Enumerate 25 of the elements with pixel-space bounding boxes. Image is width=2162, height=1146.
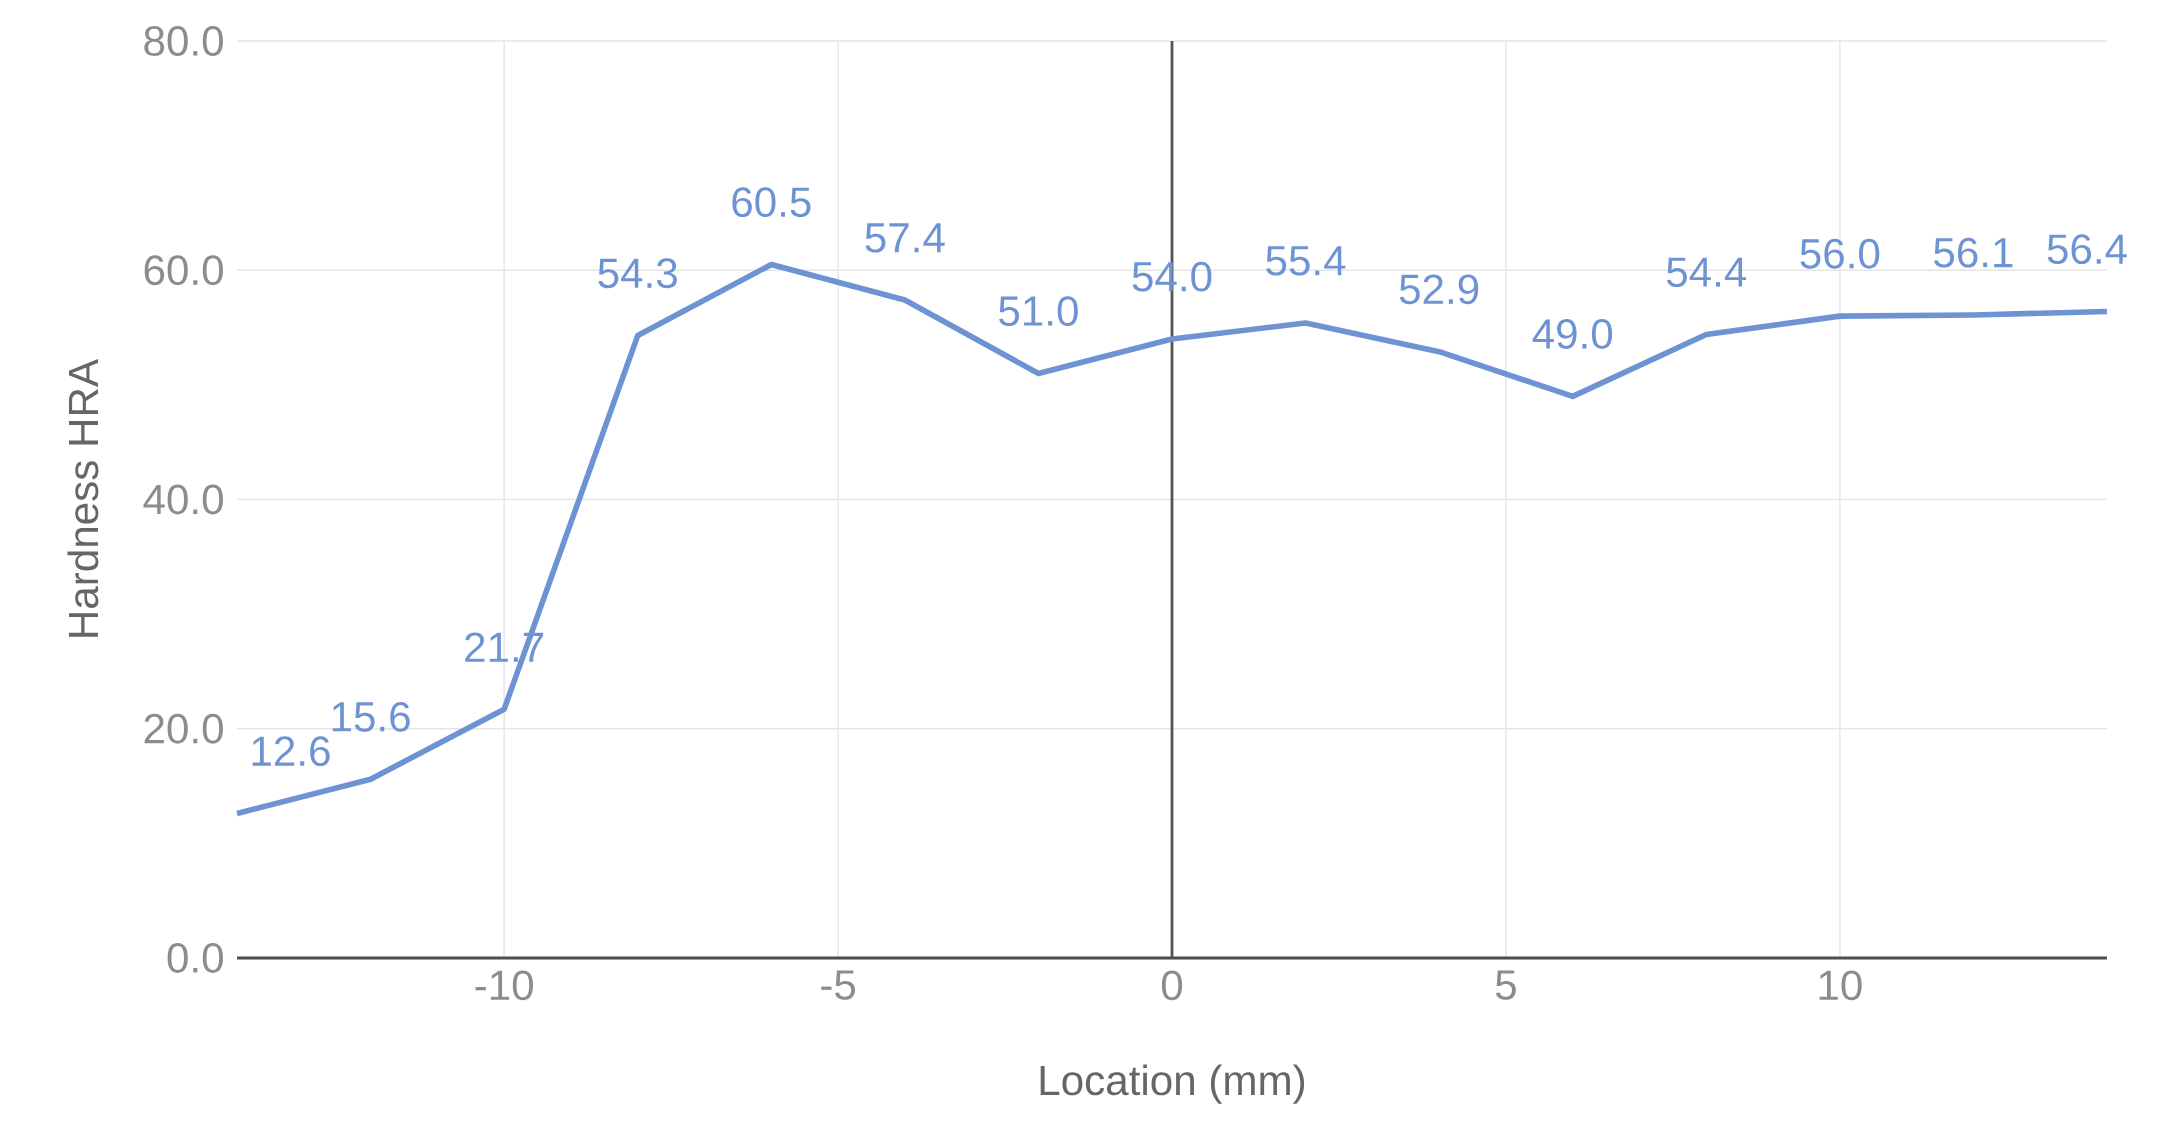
data-label: 54.4 bbox=[1666, 257, 1747, 288]
data-label: 49.0 bbox=[1532, 319, 1613, 349]
data-label: 12.6 bbox=[252, 736, 330, 767]
data-label: 56.4 bbox=[2047, 234, 2127, 265]
y-tick-label: 60.0 bbox=[144, 255, 223, 286]
data-label: 51.0 bbox=[999, 296, 1078, 326]
data-label: 15.6 bbox=[332, 701, 410, 732]
x-tick-label: -10 bbox=[475, 970, 533, 1001]
x-tick-label: -5 bbox=[821, 970, 856, 1000]
data-label: 56.0 bbox=[1800, 238, 1880, 269]
y-tick-label: 40.0 bbox=[143, 484, 223, 515]
y-tick-label: 0.0 bbox=[167, 943, 223, 973]
y-tick-label: 80.0 bbox=[144, 26, 223, 56]
data-label: 60.5 bbox=[732, 187, 811, 218]
data-label: 56.1 bbox=[1934, 237, 2013, 268]
data-label: 54.3 bbox=[598, 258, 677, 289]
x-tick-label: 0 bbox=[1161, 970, 1183, 1001]
y-axis-title: Hardness HRA bbox=[67, 359, 99, 637]
data-label: 55.4 bbox=[1266, 246, 1346, 276]
x-tick-label: 10 bbox=[1819, 970, 1862, 1001]
x-tick-label: 5 bbox=[1495, 970, 1516, 1000]
x-axis-title: Location (mm) bbox=[1040, 1064, 1305, 1104]
data-label: 57.4 bbox=[865, 223, 945, 253]
y-tick-label: 20.0 bbox=[144, 713, 223, 744]
data-label: 52.9 bbox=[1399, 274, 1479, 305]
